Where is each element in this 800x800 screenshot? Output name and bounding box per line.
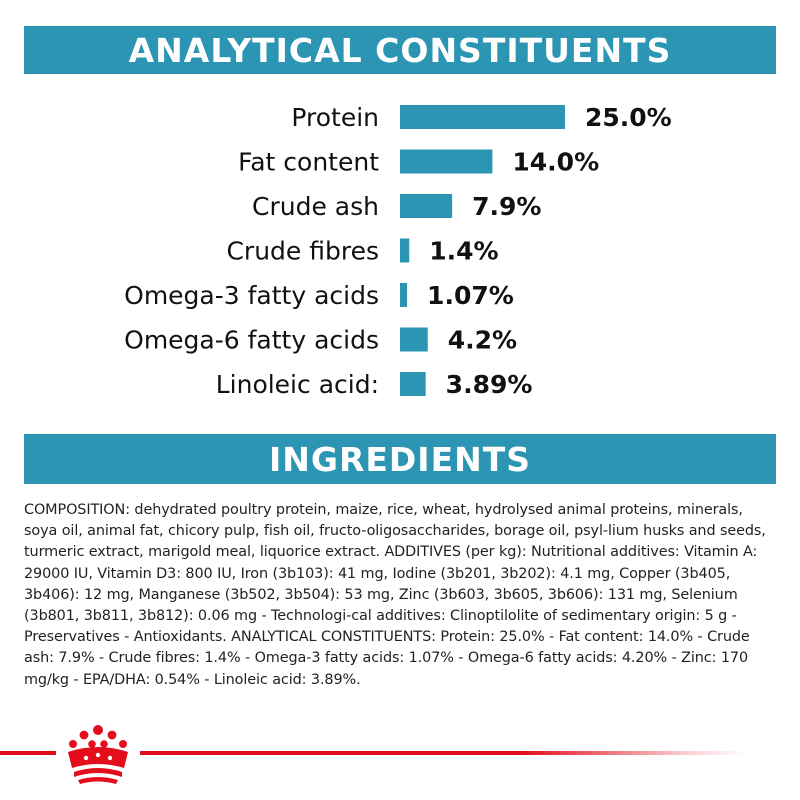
brand-footer-line xyxy=(0,751,745,755)
category-label-omega-3-fatty-acids: Omega-3 fatty acids xyxy=(124,281,379,310)
category-label-crude-ash: Crude ash xyxy=(252,192,379,221)
bar-omega-3-fatty-acids xyxy=(400,283,408,307)
value-label-linoleic-acid: 3.89% xyxy=(446,370,533,399)
bar-fat-content xyxy=(400,149,493,174)
value-label-omega-3-fatty-acids: 1.07% xyxy=(427,281,514,310)
category-label-linoleic-acid: Linoleic acid: xyxy=(216,370,379,399)
value-label-omega-6-fatty-acids: 4.2% xyxy=(448,326,517,355)
category-label-protein: Protein xyxy=(291,103,379,132)
ingredients-text: COMPOSITION: dehydrated poultry protein,… xyxy=(24,502,766,688)
constituents-bar-chart: Protein 25.0% Fat content 14.0% Crude ash 7.9… xyxy=(124,103,672,399)
category-label-omega-6-fatty-acids: Omega-6 fatty acids xyxy=(124,326,379,355)
analytical-constituents-header: ANALYTICAL CONSTITUENTS xyxy=(24,26,776,74)
bar-protein xyxy=(400,105,565,129)
bar-omega-6-fatty-acids xyxy=(400,327,428,352)
category-label-crude-fibres: Crude fibres xyxy=(226,237,379,266)
value-label-fat-content: 14.0% xyxy=(512,148,599,177)
category-label-fat-content: Fat content xyxy=(238,148,379,177)
bar-crude-ash xyxy=(400,194,453,218)
ingredients-header: INGREDIENTS xyxy=(24,434,776,484)
value-label-protein: 25.0% xyxy=(585,103,672,132)
bar-crude-fibres xyxy=(400,238,410,263)
value-label-crude-fibres: 1.4% xyxy=(429,237,498,266)
bar-linoleic-acid xyxy=(400,372,426,396)
crown-logo-icon xyxy=(56,722,140,788)
value-label-crude-ash: 7.9% xyxy=(472,192,541,221)
